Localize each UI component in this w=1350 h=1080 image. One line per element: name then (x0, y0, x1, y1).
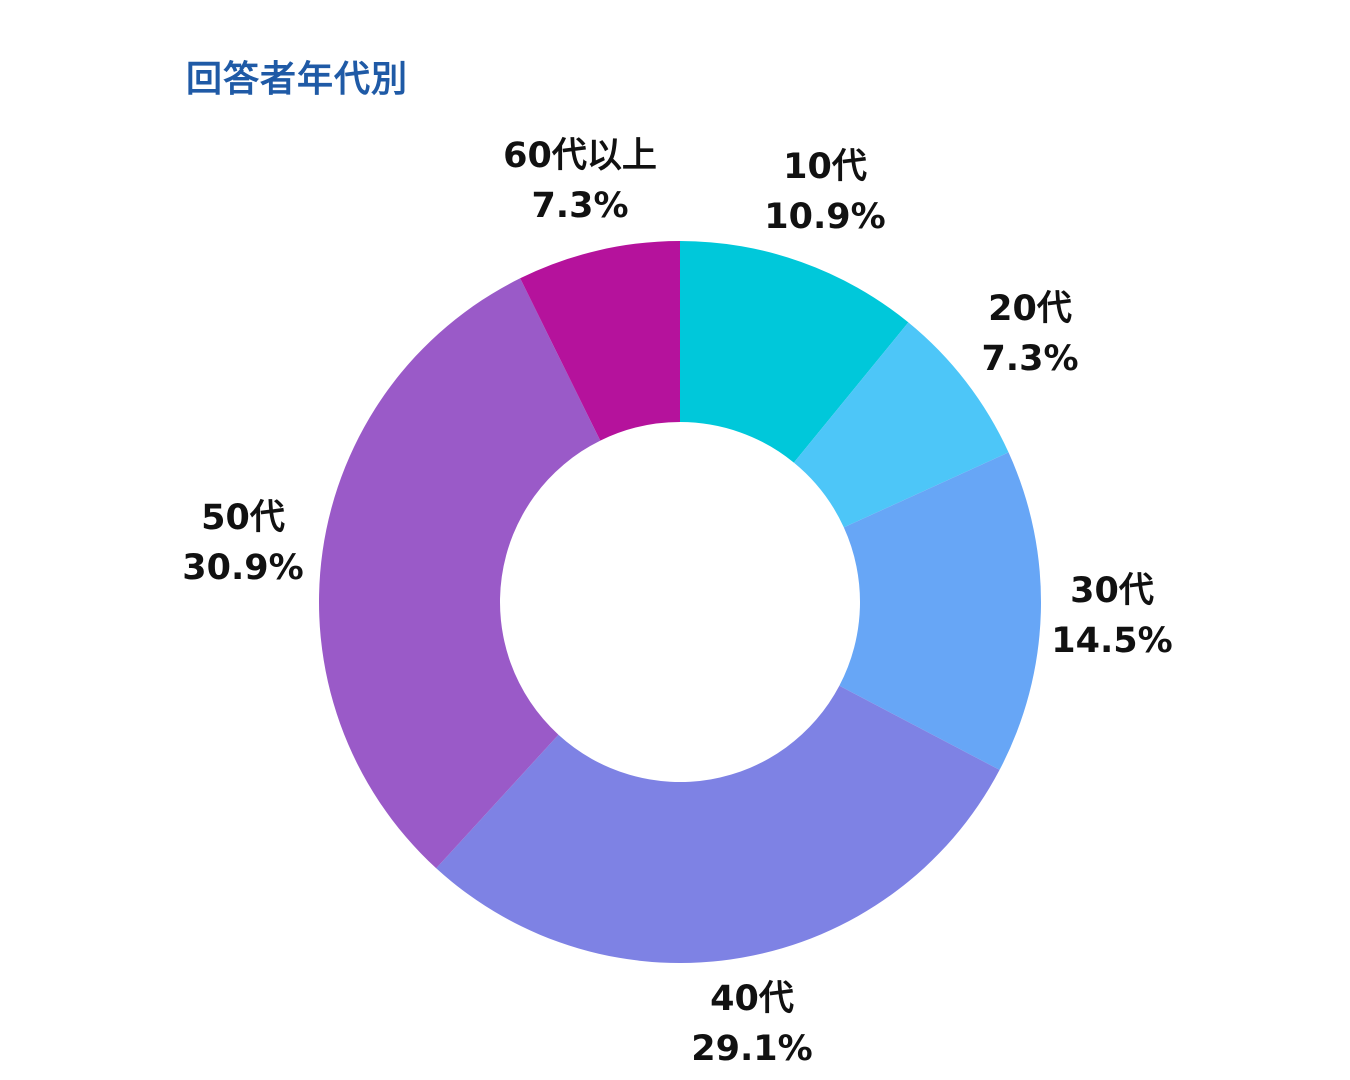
slice-value-label: 14.5% (1051, 621, 1172, 661)
slice-value-label: 7.3% (981, 339, 1078, 379)
chart-title: 回答者年代別 (186, 59, 409, 100)
slice-category-label: 20代 (988, 289, 1072, 329)
donut-slice (680, 241, 909, 463)
slice-value-label: 10.9% (764, 197, 885, 237)
slice-category-label: 10代 (783, 147, 867, 187)
slice-labels: 10代 10.9% 20代 7.3% 30代 14.5% 40代 29.1% 50代 30.9% 6… (182, 136, 1172, 1069)
slice-value-label: 30.9% (182, 548, 303, 588)
donut-slice (436, 685, 1000, 964)
slice-category-label: 50代 (201, 498, 285, 538)
donut-slices (318, 241, 1042, 964)
donut-slice (793, 322, 1009, 528)
slice-category-label: 30代 (1070, 571, 1154, 611)
donut-slice (318, 278, 601, 869)
donut-slice (520, 241, 680, 441)
slice-value-label: 29.1% (691, 1029, 812, 1069)
slice-value-label: 7.3% (531, 186, 628, 226)
slice-category-label: 40代 (710, 979, 794, 1019)
donut-slice (839, 452, 1042, 770)
slice-category-label: 60代以上 (503, 136, 657, 176)
